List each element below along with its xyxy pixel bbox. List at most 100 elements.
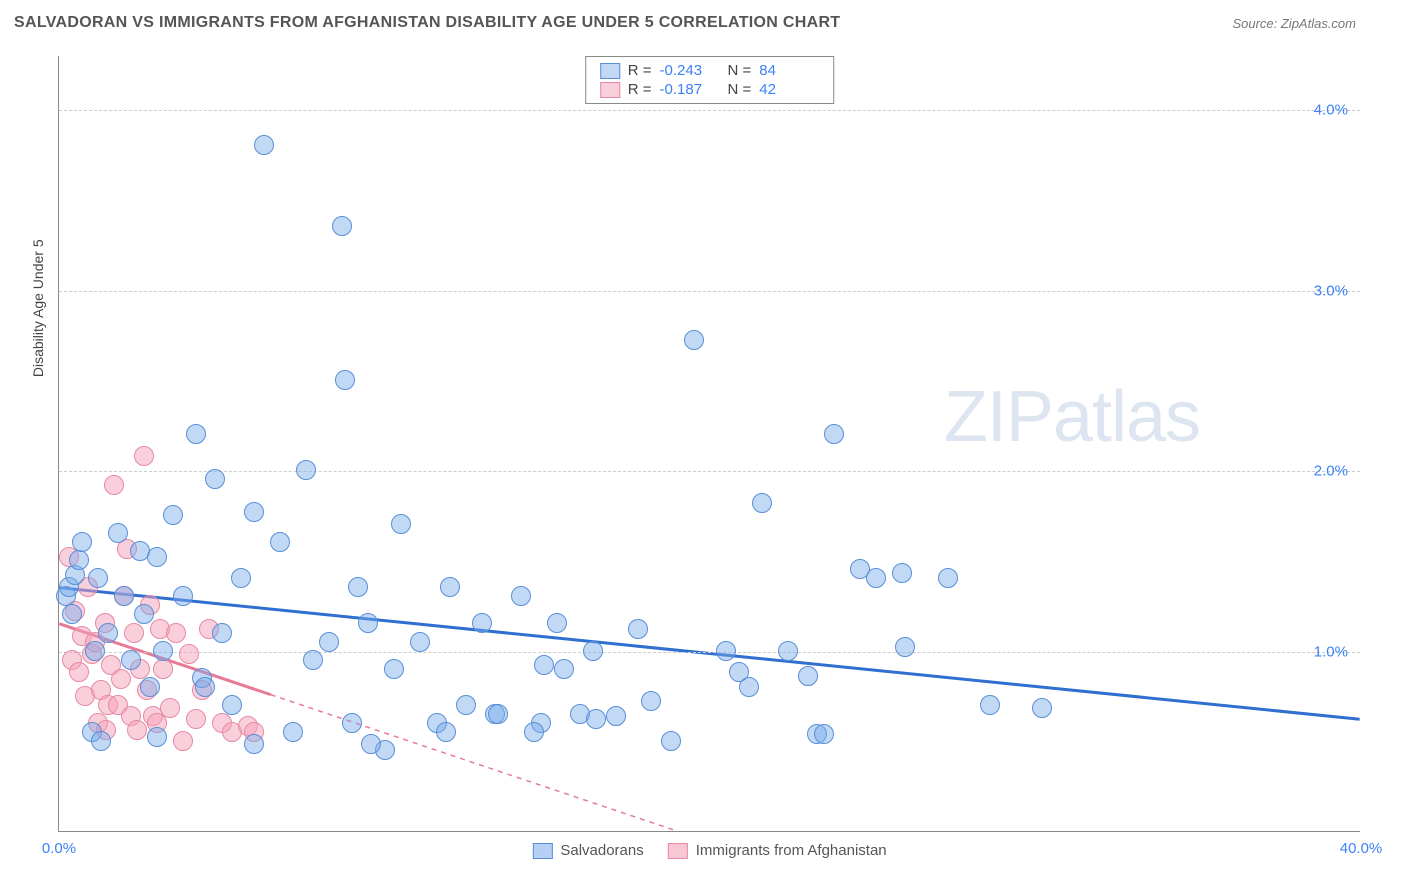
grid-line [59,110,1360,111]
data-point [384,659,404,679]
data-point [283,722,303,742]
data-point [1032,698,1052,718]
grid-line [59,291,1360,292]
data-point [153,641,173,661]
data-point [173,731,193,751]
data-point [606,706,626,726]
data-point [212,623,232,643]
data-point [472,613,492,633]
y-tick-label: 1.0% [1314,643,1348,660]
data-point [108,523,128,543]
swatch-icon [600,82,620,98]
legend-n-value: 42 [759,81,819,98]
data-point [111,669,131,689]
legend-r-label: R = [628,81,652,98]
trend-line-solid [59,588,1359,720]
data-point [335,370,355,390]
data-point [254,135,274,155]
data-point [186,424,206,444]
data-point [127,720,147,740]
data-point [641,691,661,711]
data-point [824,424,844,444]
data-point [195,677,215,697]
data-point [938,568,958,588]
data-point [104,475,124,495]
data-point [895,637,915,657]
data-point [153,659,173,679]
data-point [524,722,544,742]
y-tick-label: 4.0% [1314,102,1348,119]
data-point [62,604,82,624]
data-point [140,677,160,697]
legend-label: Immigrants from Afghanistan [696,842,887,859]
watermark-atlas: atlas [1053,377,1200,457]
data-point [91,731,111,751]
source-name: ZipAtlas.com [1281,16,1356,31]
data-point [222,695,242,715]
data-point [98,623,118,643]
legend-item-afghanistan: Immigrants from Afghanistan [668,842,887,859]
data-point [69,550,89,570]
swatch-icon [532,843,552,859]
legend-n-value: 84 [759,62,819,79]
grid-line [59,652,1360,653]
source-prefix: Source: [1232,16,1280,31]
legend-row-afghanistan: R = -0.187 N = 42 [600,80,820,99]
legend-label: Salvadorans [560,842,643,859]
data-point [358,613,378,633]
plot-area: ZIPatlas R = -0.243 N = 84 R = -0.187 N … [58,56,1360,832]
data-point [554,659,574,679]
data-point [231,568,251,588]
source-attribution: Source: ZipAtlas.com [1232,16,1356,31]
data-point [88,568,108,588]
data-point [332,216,352,236]
series-legend: Salvadorans Immigrants from Afghanistan [532,842,886,859]
data-point [684,330,704,350]
y-axis-label: Disability Age Under 5 [30,239,46,377]
data-point [342,713,362,733]
data-point [179,644,199,664]
data-point [410,632,430,652]
data-point [121,650,141,670]
data-point [980,695,1000,715]
legend-r-value: -0.187 [660,81,720,98]
data-point [124,623,144,643]
data-point [160,698,180,718]
data-point [798,666,818,686]
data-point [134,446,154,466]
watermark: ZIPatlas [944,376,1200,458]
grid-line [59,471,1360,472]
data-point [586,709,606,729]
x-tick-label: 40.0% [1340,840,1383,857]
data-point [69,662,89,682]
data-point [440,577,460,597]
data-point [511,586,531,606]
data-point [547,613,567,633]
data-point [319,632,339,652]
data-point [391,514,411,534]
data-point [114,586,134,606]
data-point [628,619,648,639]
y-tick-label: 3.0% [1314,282,1348,299]
watermark-zip: ZIP [944,377,1053,457]
data-point [85,641,105,661]
data-point [270,532,290,552]
data-point [173,586,193,606]
legend-r-label: R = [628,62,652,79]
data-point [147,547,167,567]
correlation-legend: R = -0.243 N = 84 R = -0.187 N = 42 [585,56,835,104]
data-point [244,734,264,754]
data-point [892,563,912,583]
data-point [456,695,476,715]
data-point [134,604,154,624]
data-point [814,724,834,744]
y-tick-label: 2.0% [1314,463,1348,480]
data-point [436,722,456,742]
legend-item-salvadorans: Salvadorans [532,842,643,859]
chart-title: SALVADORAN VS IMMIGRANTS FROM AFGHANISTA… [14,14,840,32]
data-point [488,704,508,724]
data-point [866,568,886,588]
correlation-chart: Disability Age Under 5 ZIPatlas R = -0.2… [14,46,1392,876]
data-point [661,731,681,751]
data-point [752,493,772,513]
